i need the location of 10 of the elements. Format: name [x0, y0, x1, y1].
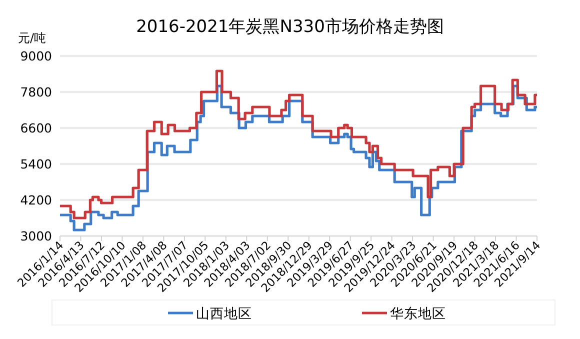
legend-label: 华东地区	[390, 306, 446, 322]
ytick: 4200	[20, 192, 52, 208]
ytick: 6600	[20, 120, 52, 136]
legend-label: 山西地区	[196, 306, 252, 322]
ylabel: 元/吨	[18, 31, 46, 45]
ytick: 3000	[20, 228, 52, 244]
ytick: 5400	[20, 156, 52, 172]
ytick: 9000	[20, 48, 52, 64]
ytick: 7800	[20, 84, 52, 100]
title: 2016-2021年炭黑N330市场价格走势图	[136, 17, 444, 37]
